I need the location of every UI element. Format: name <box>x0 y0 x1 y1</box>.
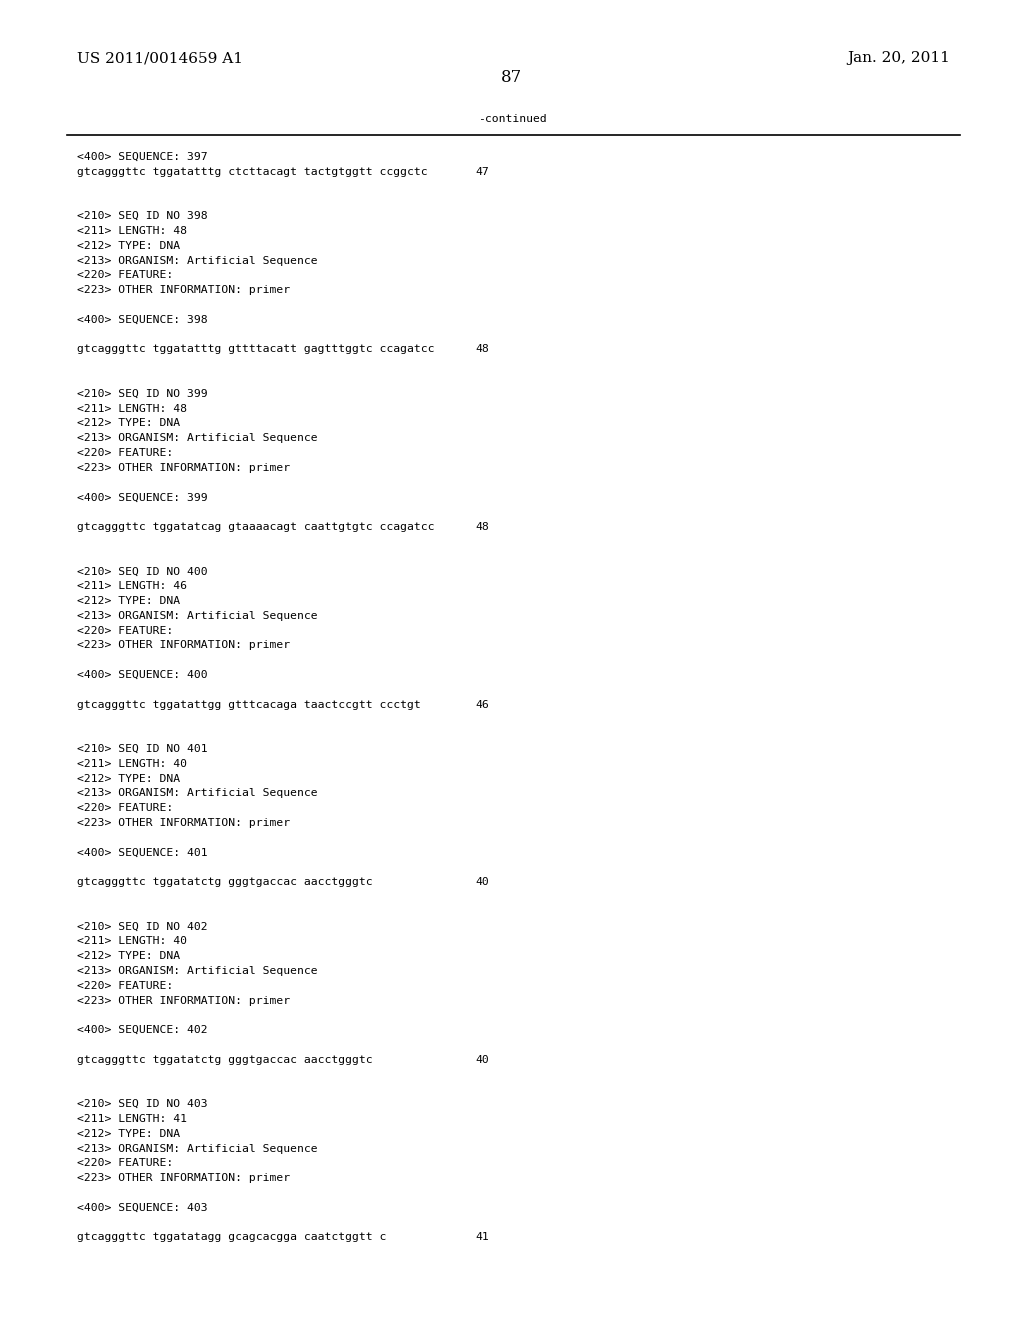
Text: <213> ORGANISM: Artificial Sequence: <213> ORGANISM: Artificial Sequence <box>77 256 317 265</box>
Text: <212> TYPE: DNA: <212> TYPE: DNA <box>77 1129 180 1139</box>
Text: <220> FEATURE:: <220> FEATURE: <box>77 626 173 636</box>
Text: gtcagggttc tggatattgg gtttcacaga taactccgtt ccctgt: gtcagggttc tggatattgg gtttcacaga taactcc… <box>77 700 421 710</box>
Text: <211> LENGTH: 48: <211> LENGTH: 48 <box>77 226 187 236</box>
Text: <210> SEQ ID NO 398: <210> SEQ ID NO 398 <box>77 211 208 222</box>
Text: Jan. 20, 2011: Jan. 20, 2011 <box>847 51 950 65</box>
Text: 40: 40 <box>475 1055 488 1065</box>
Text: <211> LENGTH: 40: <211> LENGTH: 40 <box>77 936 187 946</box>
Text: <223> OTHER INFORMATION: primer: <223> OTHER INFORMATION: primer <box>77 818 290 828</box>
Text: 40: 40 <box>475 878 488 887</box>
Text: <210> SEQ ID NO 399: <210> SEQ ID NO 399 <box>77 389 208 399</box>
Text: <400> SEQUENCE: 400: <400> SEQUENCE: 400 <box>77 671 208 680</box>
Text: <220> FEATURE:: <220> FEATURE: <box>77 271 173 280</box>
Text: <400> SEQUENCE: 399: <400> SEQUENCE: 399 <box>77 492 208 503</box>
Text: <223> OTHER INFORMATION: primer: <223> OTHER INFORMATION: primer <box>77 285 290 296</box>
Text: 48: 48 <box>475 345 488 354</box>
Text: gtcagggttc tggatatttg ctcttacagt tactgtggtt ccggctc: gtcagggttc tggatatttg ctcttacagt tactgtg… <box>77 166 428 177</box>
Text: gtcagggttc tggatatctg gggtgaccac aacctgggtc: gtcagggttc tggatatctg gggtgaccac aacctgg… <box>77 878 373 887</box>
Text: <210> SEQ ID NO 402: <210> SEQ ID NO 402 <box>77 921 208 932</box>
Text: <211> LENGTH: 40: <211> LENGTH: 40 <box>77 759 187 768</box>
Text: <212> TYPE: DNA: <212> TYPE: DNA <box>77 418 180 429</box>
Text: <213> ORGANISM: Artificial Sequence: <213> ORGANISM: Artificial Sequence <box>77 611 317 620</box>
Text: <212> TYPE: DNA: <212> TYPE: DNA <box>77 597 180 606</box>
Text: <211> LENGTH: 48: <211> LENGTH: 48 <box>77 404 187 413</box>
Text: <213> ORGANISM: Artificial Sequence: <213> ORGANISM: Artificial Sequence <box>77 433 317 444</box>
Text: <223> OTHER INFORMATION: primer: <223> OTHER INFORMATION: primer <box>77 463 290 473</box>
Text: 47: 47 <box>475 166 488 177</box>
Text: <400> SEQUENCE: 398: <400> SEQUENCE: 398 <box>77 314 208 325</box>
Text: <223> OTHER INFORMATION: primer: <223> OTHER INFORMATION: primer <box>77 1173 290 1183</box>
Text: <213> ORGANISM: Artificial Sequence: <213> ORGANISM: Artificial Sequence <box>77 788 317 799</box>
Text: US 2011/0014659 A1: US 2011/0014659 A1 <box>77 51 243 65</box>
Text: <223> OTHER INFORMATION: primer: <223> OTHER INFORMATION: primer <box>77 640 290 651</box>
Text: <210> SEQ ID NO 400: <210> SEQ ID NO 400 <box>77 566 208 577</box>
Text: <220> FEATURE:: <220> FEATURE: <box>77 447 173 458</box>
Text: <210> SEQ ID NO 403: <210> SEQ ID NO 403 <box>77 1100 208 1109</box>
Text: 46: 46 <box>475 700 488 710</box>
Text: <223> OTHER INFORMATION: primer: <223> OTHER INFORMATION: primer <box>77 995 290 1006</box>
Text: <211> LENGTH: 46: <211> LENGTH: 46 <box>77 581 187 591</box>
Text: gtcagggttc tggatatagg gcagcacgga caatctggtt c: gtcagggttc tggatatagg gcagcacgga caatctg… <box>77 1233 386 1242</box>
Text: <211> LENGTH: 41: <211> LENGTH: 41 <box>77 1114 187 1125</box>
Text: <400> SEQUENCE: 403: <400> SEQUENCE: 403 <box>77 1203 208 1213</box>
Text: 48: 48 <box>475 521 488 532</box>
Text: gtcagggttc tggatatttg gttttacatt gagtttggtc ccagatcc: gtcagggttc tggatatttg gttttacatt gagtttg… <box>77 345 434 354</box>
Text: 87: 87 <box>502 69 522 86</box>
Text: <210> SEQ ID NO 401: <210> SEQ ID NO 401 <box>77 744 208 754</box>
Text: <213> ORGANISM: Artificial Sequence: <213> ORGANISM: Artificial Sequence <box>77 1143 317 1154</box>
Text: <400> SEQUENCE: 402: <400> SEQUENCE: 402 <box>77 1026 208 1035</box>
Text: <400> SEQUENCE: 397: <400> SEQUENCE: 397 <box>77 152 208 162</box>
Text: gtcagggttc tggatatcag gtaaaacagt caattgtgtc ccagatcc: gtcagggttc tggatatcag gtaaaacagt caattgt… <box>77 521 434 532</box>
Text: <212> TYPE: DNA: <212> TYPE: DNA <box>77 952 180 961</box>
Text: <213> ORGANISM: Artificial Sequence: <213> ORGANISM: Artificial Sequence <box>77 966 317 975</box>
Text: <220> FEATURE:: <220> FEATURE: <box>77 803 173 813</box>
Text: <212> TYPE: DNA: <212> TYPE: DNA <box>77 774 180 784</box>
Text: <212> TYPE: DNA: <212> TYPE: DNA <box>77 240 180 251</box>
Text: <220> FEATURE:: <220> FEATURE: <box>77 981 173 991</box>
Text: -continued: -continued <box>477 114 547 124</box>
Text: <400> SEQUENCE: 401: <400> SEQUENCE: 401 <box>77 847 208 858</box>
Text: 41: 41 <box>475 1233 488 1242</box>
Text: <220> FEATURE:: <220> FEATURE: <box>77 1159 173 1168</box>
Text: gtcagggttc tggatatctg gggtgaccac aacctgggtc: gtcagggttc tggatatctg gggtgaccac aacctgg… <box>77 1055 373 1065</box>
